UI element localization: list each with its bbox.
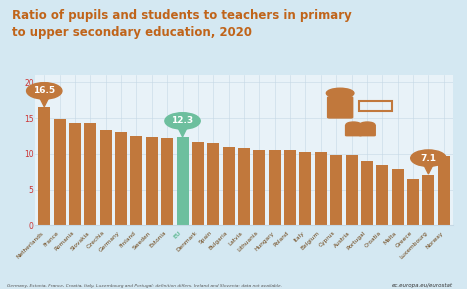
Text: 12.3: 12.3 xyxy=(171,116,194,125)
FancyBboxPatch shape xyxy=(327,97,353,118)
Bar xyxy=(315,152,327,225)
Bar xyxy=(299,152,311,225)
Circle shape xyxy=(326,88,354,98)
Text: Germany, Estonia, France, Croatia, Italy, Luxembourg and Portugal: definition di: Germany, Estonia, France, Croatia, Italy… xyxy=(7,284,282,288)
Bar xyxy=(38,107,50,225)
Bar xyxy=(254,150,265,225)
Bar xyxy=(69,123,81,225)
Circle shape xyxy=(360,122,375,127)
Circle shape xyxy=(411,150,446,166)
Bar xyxy=(346,155,358,225)
Bar xyxy=(361,161,373,225)
Bar xyxy=(115,132,127,225)
Bar xyxy=(54,119,65,225)
Polygon shape xyxy=(178,128,187,137)
Bar xyxy=(269,150,281,225)
Circle shape xyxy=(346,122,361,127)
Circle shape xyxy=(27,83,62,99)
Bar xyxy=(330,155,342,225)
Bar xyxy=(192,142,204,225)
Circle shape xyxy=(165,113,200,129)
Bar xyxy=(423,175,434,225)
Bar xyxy=(238,148,250,225)
Text: 7.1: 7.1 xyxy=(420,154,436,163)
Bar xyxy=(100,130,112,225)
Bar xyxy=(223,147,234,225)
FancyBboxPatch shape xyxy=(360,125,375,136)
FancyBboxPatch shape xyxy=(346,125,361,136)
Polygon shape xyxy=(424,165,433,174)
Bar xyxy=(177,137,189,225)
Bar xyxy=(407,179,419,225)
Bar xyxy=(161,138,173,225)
Text: Ratio of pupils and students to teachers in primary
to upper secondary education: Ratio of pupils and students to teachers… xyxy=(12,9,352,39)
Text: ec.europa.eu/eurostat: ec.europa.eu/eurostat xyxy=(392,283,453,288)
Bar xyxy=(207,143,219,225)
Bar xyxy=(284,150,296,225)
Bar xyxy=(130,136,142,225)
Bar xyxy=(146,137,158,225)
Bar xyxy=(392,169,403,225)
Bar xyxy=(438,156,450,225)
Polygon shape xyxy=(40,98,49,107)
Bar xyxy=(376,165,388,225)
Bar xyxy=(85,123,96,225)
Text: 16.5: 16.5 xyxy=(33,86,55,95)
